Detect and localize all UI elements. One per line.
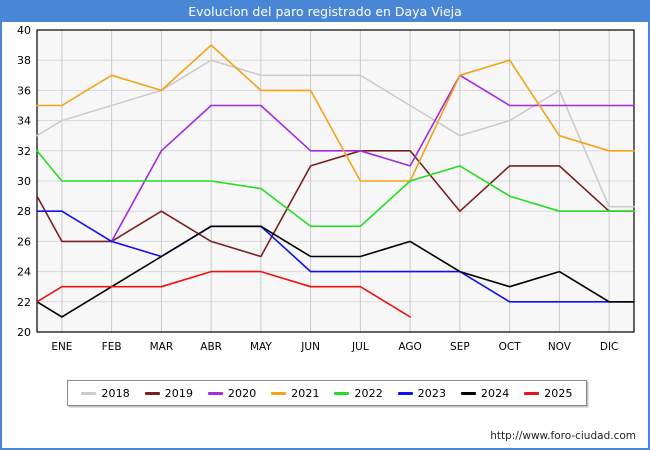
unemployment-line-chart: 20 22 24 26 28 30 32 34 36 38 40 ENE FEB MAR ABR MAY JU… [17, 24, 635, 353]
legend-swatch-icon [207, 391, 223, 395]
legend-swatch-icon [397, 391, 413, 395]
y-axis-tick-label: 38 [17, 54, 31, 67]
legend-label: 2025 [544, 386, 573, 400]
series-line-2021[interactable] [36, 44, 635, 182]
x-axis-month-label: OCT [499, 341, 522, 353]
x-axis-month-label: MAY [250, 341, 272, 353]
legend-label: 2024 [480, 386, 510, 400]
legend-swatch-icon [460, 391, 476, 395]
x-axis-month-label: JUL [351, 341, 369, 353]
legend-label: 2022 [354, 386, 383, 400]
legend-label: 2021 [291, 386, 320, 400]
legend-swatch-icon [144, 391, 160, 395]
y-axis-tick-label: 30 [17, 175, 31, 188]
chart-plot-area: 20 22 24 26 28 30 32 34 36 38 40 ENE FEB MAR ABR MAY JU… [2, 22, 648, 362]
y-axis-tick-labels: 20 22 24 26 28 30 32 34 36 38 40 [17, 24, 31, 339]
series-line-2025[interactable] [36, 270, 411, 318]
legend-item-2024[interactable]: 2024 [460, 386, 510, 400]
legend-item-2023[interactable]: 2023 [397, 386, 447, 400]
y-axis-tick-label: 22 [17, 296, 31, 309]
x-axis-month-label: DIC [600, 341, 619, 353]
y-axis-tick-label: 26 [17, 235, 31, 248]
y-axis-tick-label: 32 [17, 145, 31, 158]
legend-label: 2023 [417, 386, 447, 400]
x-axis-month-label: FEB [102, 341, 122, 353]
x-axis-month-label: NOV [548, 341, 572, 353]
x-axis-month-label: SEP [450, 341, 470, 353]
y-axis-tick-label: 34 [17, 115, 31, 128]
legend-label: 2019 [164, 386, 194, 400]
window-title: Evolucion del paro registrado en Daya Vi… [2, 2, 648, 22]
legend-label: 2018 [101, 386, 130, 400]
series-line-2019[interactable] [36, 150, 635, 258]
legend-item-2019[interactable]: 2019 [144, 386, 194, 400]
legend-item-2025[interactable]: 2025 [524, 387, 572, 400]
x-axis-month-labels: ENE FEB MAR ABR MAY JUN JUL AGO SEP OCT NOV DIC [51, 341, 618, 353]
y-axis-tick-label: 20 [17, 326, 31, 339]
series-line-2020[interactable] [110, 74, 635, 243]
series-line-2024[interactable] [36, 225, 635, 318]
legend-label: 2020 [227, 386, 257, 400]
x-axis-month-label: MAR [150, 341, 174, 353]
legend-swatch-icon [271, 391, 287, 395]
legend-item-2018[interactable]: 2018 [81, 386, 130, 400]
legend-swatch-icon [524, 391, 540, 395]
legend-item-2020[interactable]: 2020 [207, 386, 257, 400]
plot-frame [36, 29, 635, 333]
y-axis-tick-label: 40 [17, 24, 31, 37]
x-axis-month-label: ABR [200, 341, 222, 353]
y-axis-tick-label: 28 [17, 205, 31, 218]
series-line-2022[interactable] [36, 150, 635, 228]
legend-swatch-icon [334, 391, 350, 395]
y-axis-tick-label: 36 [17, 84, 31, 97]
data-series-lines [36, 44, 635, 318]
x-axis-month-label: AGO [398, 341, 421, 353]
y-axis-tick-label: 24 [17, 266, 31, 279]
chart-legend: 2018 2019 2020 2021 2022 2023 2024 2025 [67, 380, 587, 406]
series-line-2023[interactable] [36, 210, 635, 303]
legend-item-2022[interactable]: 2022 [334, 386, 383, 400]
x-axis-month-label: ENE [51, 341, 72, 353]
x-axis-month-label: JUN [300, 341, 320, 353]
legend-item-2021[interactable]: 2021 [271, 387, 319, 400]
series-line-2018[interactable] [36, 59, 635, 208]
source-url: http://www.foro-ciudad.com [490, 430, 636, 442]
legend-swatch-icon [81, 391, 97, 395]
